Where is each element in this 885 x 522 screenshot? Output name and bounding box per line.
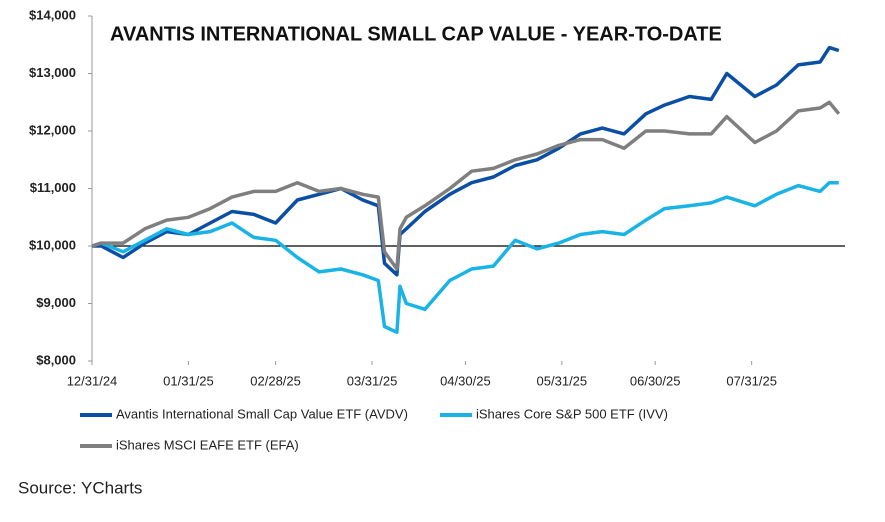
x-tick-label: 03/31/25 bbox=[347, 373, 398, 388]
x-tick-label: 04/30/25 bbox=[440, 373, 491, 388]
series-line bbox=[91, 100, 841, 271]
series-line bbox=[92, 45, 840, 277]
source-note: Source: YCharts bbox=[18, 478, 142, 497]
legend-label: iShares Core S&P 500 ETF (IVV) bbox=[476, 406, 668, 421]
y-tick-label: $12,000 bbox=[29, 122, 76, 137]
x-tick-label: 07/31/25 bbox=[726, 373, 777, 388]
y-tick-label: $13,000 bbox=[29, 65, 76, 80]
y-tick-label: $8,000 bbox=[36, 352, 76, 367]
x-tick-label: 02/28/25 bbox=[250, 373, 301, 388]
x-tick-label: 06/30/25 bbox=[630, 373, 681, 388]
y-tick-label: $14,000 bbox=[29, 7, 76, 22]
y-tick-label: $10,000 bbox=[29, 237, 76, 252]
y-tick-label: $9,000 bbox=[36, 295, 76, 310]
x-tick-label: 12/31/24 bbox=[67, 373, 118, 388]
y-tick-label: $11,000 bbox=[30, 180, 76, 195]
legend-label: iShares MSCI EAFE ETF (EFA) bbox=[116, 437, 299, 452]
x-tick-label: 05/31/25 bbox=[537, 373, 588, 388]
x-tick-label: 01/31/25 bbox=[163, 373, 214, 388]
chart-title: AVANTIS INTERNATIONAL SMALL CAP VALUE - … bbox=[110, 23, 722, 45]
legend-label: Avantis International Small Cap Value ET… bbox=[116, 406, 408, 421]
series-line bbox=[91, 180, 839, 335]
